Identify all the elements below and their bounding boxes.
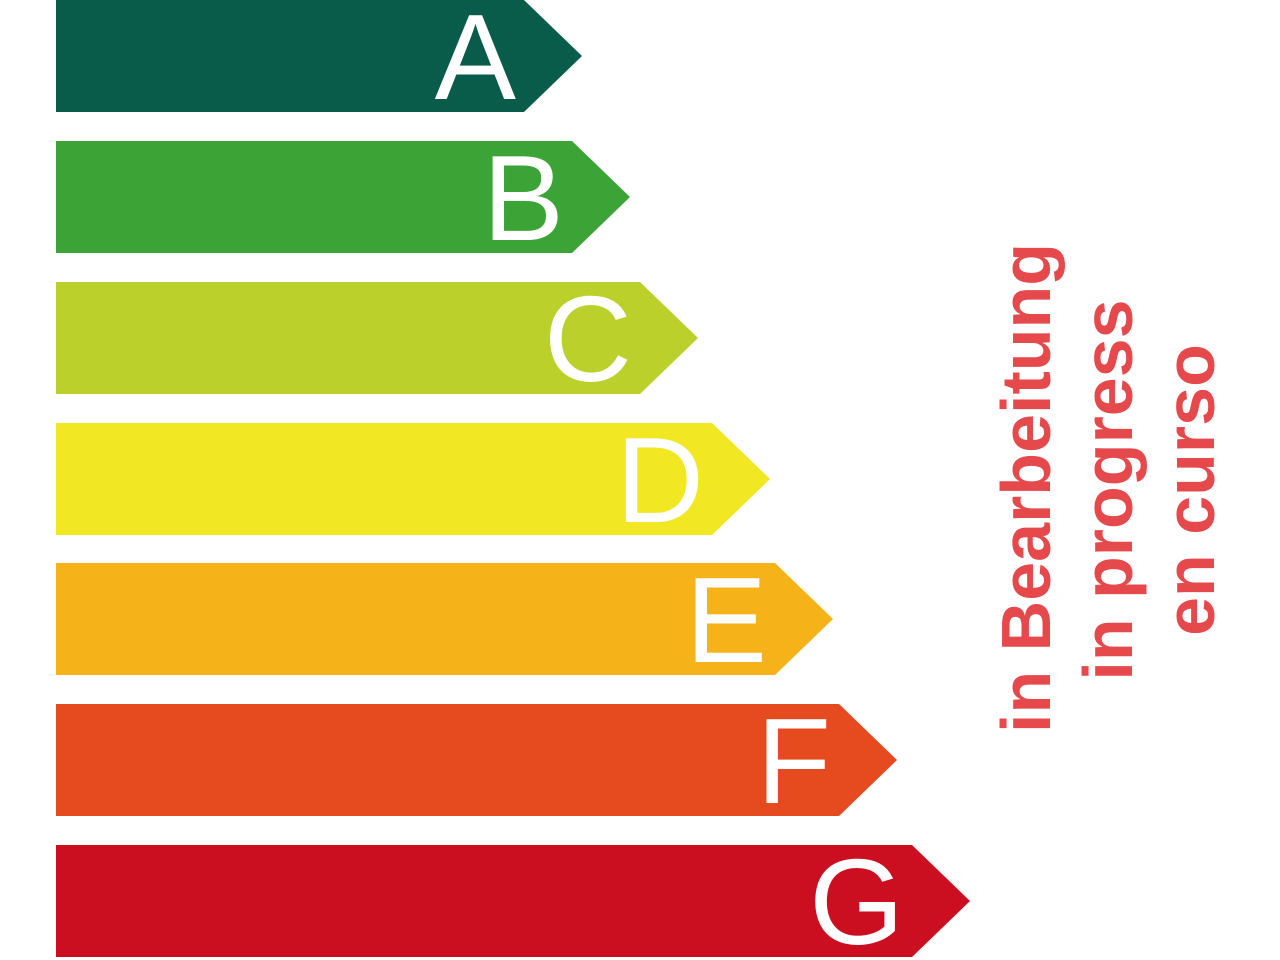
grade-letter-d: D bbox=[615, 412, 704, 548]
grade-letter-a: A bbox=[434, 0, 516, 125]
energy-bar-g: G bbox=[56, 845, 970, 957]
energy-bar-f: F bbox=[56, 704, 897, 816]
grade-letter-e: E bbox=[685, 552, 767, 688]
grade-letter-g: G bbox=[809, 834, 904, 960]
grade-letter-c: C bbox=[543, 271, 632, 407]
energy-bar-d: D bbox=[56, 423, 770, 535]
watermark-line-de: in Bearbeitung bbox=[987, 242, 1065, 733]
energy-bar-b: B bbox=[56, 141, 630, 253]
watermark-line-en: in progress bbox=[1069, 299, 1147, 681]
watermark-line-es: en curso bbox=[1151, 344, 1229, 636]
energy-bar-a: A bbox=[56, 0, 582, 112]
energy-bar-e: E bbox=[56, 563, 833, 675]
grade-letter-b: B bbox=[482, 130, 564, 266]
energy-bar-c: C bbox=[56, 282, 698, 394]
grade-letter-f: F bbox=[756, 693, 831, 829]
status-watermark: in Bearbeitung in progress en curso bbox=[985, 242, 1231, 733]
